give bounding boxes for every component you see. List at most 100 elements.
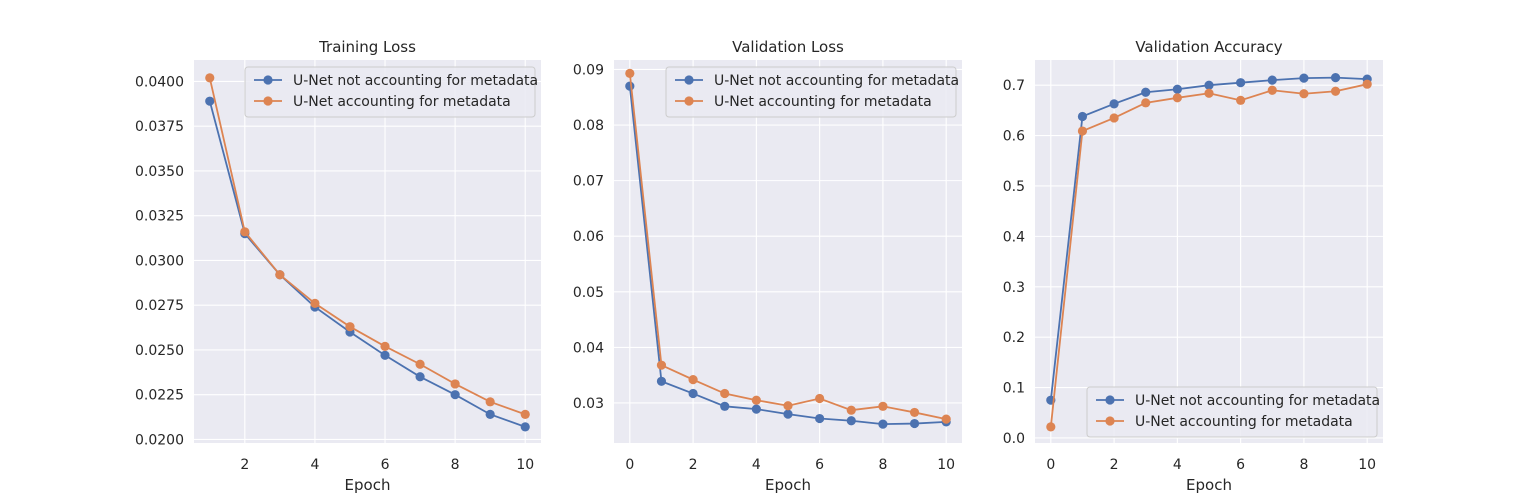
data-point — [415, 372, 425, 382]
plot-background — [614, 60, 962, 443]
data-point — [1172, 84, 1182, 94]
y-tick-label: 0.0400 — [135, 74, 184, 90]
data-point — [846, 405, 856, 415]
data-point — [1172, 93, 1182, 103]
data-point — [815, 393, 825, 404]
data-point — [205, 73, 215, 83]
x-axis-label: Epoch — [345, 476, 391, 494]
legend-marker — [263, 75, 273, 85]
data-point — [909, 418, 920, 429]
legend-label: U-Net accounting for metadata — [714, 94, 932, 110]
data-point — [1141, 87, 1151, 97]
y-tick-label: 0.2 — [1003, 330, 1025, 346]
x-tick-label: 10 — [1358, 457, 1376, 473]
data-point — [485, 397, 495, 407]
y-tick-label: 0.5 — [1003, 179, 1025, 195]
x-axis-label: Epoch — [1186, 476, 1232, 494]
x-tick-label: 2 — [689, 457, 698, 473]
y-tick-label: 0.06 — [573, 229, 604, 245]
data-point — [909, 407, 920, 418]
x-tick-label: 6 — [1236, 457, 1245, 473]
x-tick-label: 2 — [240, 457, 249, 473]
data-point — [1109, 99, 1119, 109]
plot-background — [1035, 60, 1383, 443]
chart-panel-1: 2 4 6 8 10 0.0200 0.0225 0.0250 0.0275 0.0300 0.03… — [135, 38, 541, 494]
x-tick-label: 0 — [1046, 457, 1055, 473]
legend-box — [665, 66, 957, 118]
series-line — [208, 77, 526, 416]
data-point — [1077, 111, 1088, 122]
data-point — [625, 68, 635, 78]
data-point — [846, 416, 856, 426]
y-tick-label: 0.09 — [573, 62, 604, 78]
legend-marker — [684, 96, 694, 106]
y-tick-label: 0.0325 — [135, 209, 184, 225]
data-point — [878, 401, 888, 411]
data-point — [240, 227, 250, 237]
data-point — [1299, 89, 1309, 99]
data-point — [485, 409, 495, 419]
data-point — [1109, 113, 1119, 123]
x-tick-label: 8 — [878, 457, 887, 473]
y-tick-label: 0.0 — [1003, 431, 1025, 447]
data-point — [815, 413, 825, 424]
x-tick-label: 4 — [1173, 457, 1182, 473]
data-point — [345, 322, 355, 332]
legend-marker — [263, 96, 273, 106]
y-tick-label: 0.1 — [1003, 381, 1025, 397]
y-tick-label: 0.0300 — [135, 253, 184, 269]
y-tick-label: 0.08 — [573, 118, 604, 134]
data-point — [310, 298, 320, 309]
data-point — [625, 81, 635, 91]
y-tick-label: 0.0250 — [135, 343, 184, 359]
y-tick-label: 0.05 — [573, 285, 604, 301]
data-point — [450, 390, 460, 400]
data-point — [1204, 80, 1214, 90]
data-point — [1077, 126, 1088, 136]
y-tick-label: 0.07 — [573, 174, 604, 190]
data-point — [656, 360, 667, 370]
data-point — [1267, 75, 1277, 85]
y-tick-label: 0.04 — [573, 340, 604, 356]
plot-background — [194, 60, 541, 443]
legend: U-Net not accounting for metadata U-Net a… — [665, 66, 959, 118]
x-tick-label: 4 — [310, 457, 319, 473]
legend-label: U-Net accounting for metadata — [1135, 414, 1353, 430]
legend-label: U-Net not accounting for metadata — [1135, 393, 1380, 409]
chart-panel-2: 0 2 4 6 8 10 0.03 0.04 0.05 0.06 0.07 0.08 0.09 Valid… — [573, 38, 962, 494]
y-tick-label: 0.4 — [1003, 229, 1025, 245]
data-point — [688, 375, 698, 385]
x-tick-label: 8 — [1299, 457, 1308, 473]
legend-label: U-Net accounting for metadata — [293, 94, 511, 110]
y-tick-label: 0.7 — [1003, 78, 1025, 94]
data-point — [520, 409, 530, 419]
x-tick-label: 10 — [516, 457, 534, 473]
x-tick-label: 0 — [625, 457, 634, 473]
data-point — [1236, 95, 1246, 105]
y-tick-label: 0.0375 — [135, 119, 184, 135]
legend-marker — [1105, 416, 1115, 426]
data-point — [720, 388, 730, 399]
x-tick-label: 2 — [1110, 457, 1119, 473]
data-point — [720, 401, 730, 411]
data-point — [783, 409, 793, 419]
legend: U-Net not accounting for metadata U-Net a… — [244, 66, 538, 118]
data-point — [520, 422, 530, 432]
data-point — [1362, 79, 1372, 89]
data-point — [1204, 88, 1214, 98]
data-point — [1141, 98, 1151, 108]
legend-box — [244, 66, 536, 118]
data-point — [656, 376, 667, 386]
data-point — [275, 270, 285, 280]
data-point — [878, 419, 888, 429]
y-tick-label: 0.3 — [1003, 280, 1025, 296]
legend-box — [1086, 386, 1378, 438]
x-axis-label: Epoch — [765, 476, 811, 494]
y-tick-label: 0.03 — [573, 396, 604, 412]
data-point — [783, 401, 793, 411]
x-tick-label: 4 — [752, 457, 761, 473]
y-tick-label: 0.0200 — [135, 432, 184, 448]
legend-marker — [684, 75, 694, 85]
